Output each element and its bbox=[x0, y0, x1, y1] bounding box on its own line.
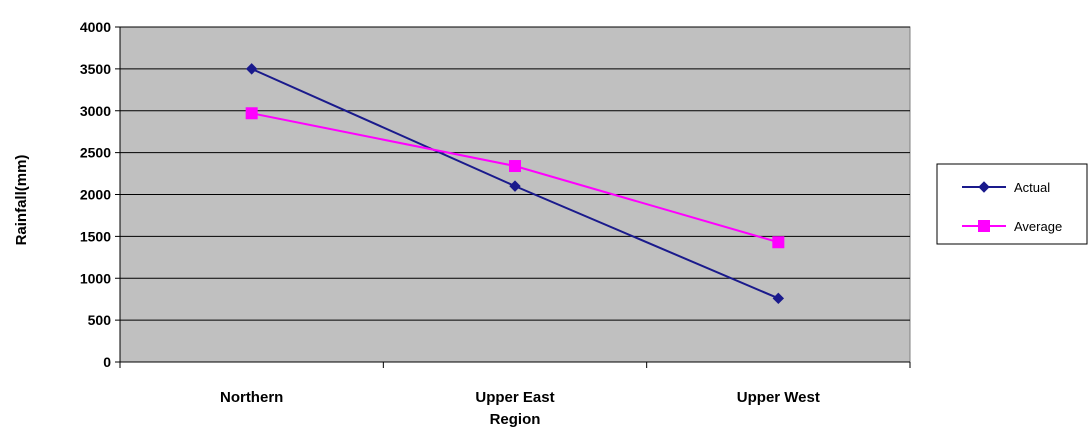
series-average-marker bbox=[245, 107, 258, 120]
gridlines bbox=[120, 26, 910, 321]
x-tick-label: Upper West bbox=[737, 389, 820, 406]
x-tick-label: Northern bbox=[220, 389, 283, 406]
legend-entry-average: Average bbox=[962, 219, 1062, 234]
y-tick-label: 4000 bbox=[80, 19, 111, 35]
y-tick-label: 500 bbox=[88, 312, 112, 328]
legend-average-marker bbox=[978, 220, 990, 232]
series-actual-marker bbox=[509, 180, 521, 192]
legend-entry-actual: Actual bbox=[962, 180, 1050, 195]
legend-label-actual: Actual bbox=[1014, 180, 1050, 195]
series-layer bbox=[245, 63, 785, 305]
y-tick-label: 1500 bbox=[80, 228, 111, 244]
x-axis-title: Region bbox=[490, 411, 541, 428]
series-average-marker bbox=[772, 236, 785, 249]
y-tick-label: 0 bbox=[103, 354, 111, 370]
y-tick-label: 2500 bbox=[80, 145, 111, 161]
legend-actual-marker bbox=[978, 181, 990, 193]
series-average-marker bbox=[509, 160, 521, 173]
x-tick-label: Upper East bbox=[475, 389, 554, 406]
legend-box bbox=[936, 163, 1088, 245]
legend: Actual Average bbox=[936, 163, 1088, 245]
x-axis: Northern Upper East Upper West bbox=[119, 361, 911, 406]
series-actual-marker bbox=[245, 63, 258, 75]
y-axis: 0 500 1000 1500 2000 2500 3000 3500 4000 bbox=[80, 19, 121, 370]
legend-label-average: Average bbox=[1014, 219, 1062, 234]
y-tick-label: 3500 bbox=[80, 61, 111, 77]
y-tick-label: 2000 bbox=[80, 187, 111, 203]
series-actual-marker bbox=[772, 292, 785, 305]
y-tick-label: 1000 bbox=[80, 270, 111, 286]
y-axis-title: Rainfall(mm) bbox=[13, 155, 30, 246]
y-tick-label: 3000 bbox=[80, 103, 111, 119]
